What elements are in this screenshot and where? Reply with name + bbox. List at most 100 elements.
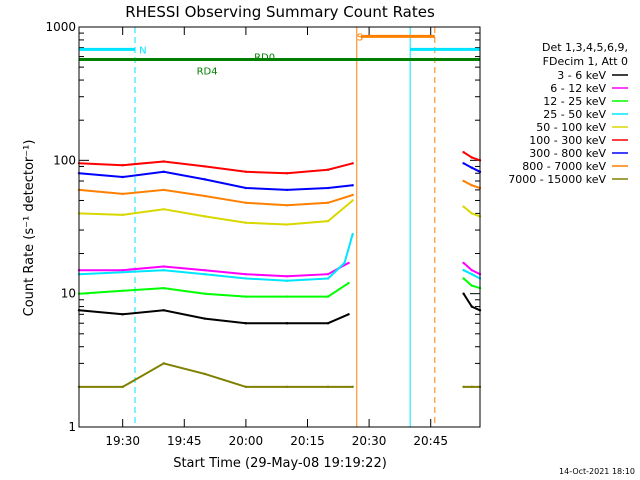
status-bar-label: S xyxy=(357,32,363,43)
data-point xyxy=(285,295,289,298)
x-tick-label: 19:30 xyxy=(105,434,140,448)
data-point xyxy=(326,186,330,190)
x-tick-label: 20:15 xyxy=(290,434,325,448)
y-tick-label: 100 xyxy=(53,153,76,167)
data-point xyxy=(462,261,465,265)
y-axis-label: Count Rate (s⁻¹ detector⁻¹) xyxy=(22,140,37,317)
data-point xyxy=(326,385,330,389)
data-point xyxy=(347,281,350,285)
legend-label: 800 - 7000 keV xyxy=(522,160,606,173)
data-point xyxy=(162,309,165,312)
series-line-3-6-kev-segment-2 xyxy=(462,293,481,312)
data-point xyxy=(326,295,330,298)
status-bar-label: RD4 xyxy=(197,67,218,78)
series-line-6-12-kev xyxy=(79,262,350,278)
data-point xyxy=(351,193,354,197)
series-line-100-300-kev xyxy=(78,160,353,175)
series-line-100-300-kev-segment-2 xyxy=(463,151,481,162)
data-point xyxy=(462,179,465,183)
data-point xyxy=(285,322,289,325)
data-point xyxy=(462,268,465,272)
data-point xyxy=(285,275,289,278)
status-bar-label: N xyxy=(139,45,146,56)
data-point xyxy=(470,156,473,159)
legend-label: 3 - 6 keV xyxy=(557,69,606,82)
data-point xyxy=(121,289,124,293)
data-point xyxy=(121,270,124,274)
data-point xyxy=(285,279,289,282)
data-point xyxy=(121,163,124,167)
data-point xyxy=(203,317,207,320)
data-point xyxy=(121,213,124,217)
data-point xyxy=(244,277,248,280)
series-line-300-800-kev xyxy=(78,170,353,191)
data-point xyxy=(203,292,207,295)
data-point xyxy=(203,372,207,376)
data-point xyxy=(285,204,289,207)
status-bar-label: RD0 xyxy=(254,53,275,64)
data-point xyxy=(326,272,330,276)
data-point xyxy=(462,292,465,295)
data-point xyxy=(162,160,165,163)
data-point xyxy=(162,268,165,272)
data-point xyxy=(244,385,248,389)
data-point xyxy=(351,162,354,165)
legend-label: 25 - 50 keV xyxy=(543,108,606,121)
data-point xyxy=(285,188,289,192)
data-point xyxy=(244,186,248,190)
data-point xyxy=(470,166,473,169)
data-point xyxy=(351,199,354,202)
data-point xyxy=(203,268,207,272)
data-point xyxy=(121,175,124,179)
data-point xyxy=(470,272,473,276)
x-tick-label: 20:30 xyxy=(352,434,387,448)
legend-label: 6 - 12 keV xyxy=(550,82,606,95)
data-point xyxy=(244,170,248,174)
data-point xyxy=(462,205,465,208)
legend-header-2: FDecim 1, Att 0 xyxy=(543,55,628,68)
data-point xyxy=(462,151,465,154)
data-point xyxy=(203,194,207,198)
data-point xyxy=(162,362,165,365)
series-line-50-100-kev-segment-2 xyxy=(462,205,481,218)
data-point xyxy=(162,188,165,192)
data-point xyxy=(326,277,330,280)
data-point xyxy=(203,165,207,168)
data-point xyxy=(470,268,473,272)
series-line-7000-15000-kev xyxy=(79,362,353,388)
data-point xyxy=(162,286,165,290)
series-line-3-6-kev xyxy=(78,309,349,325)
data-point xyxy=(285,172,289,175)
x-tick-label: 19:45 xyxy=(167,434,202,448)
legend-label: 300 - 800 keV xyxy=(529,147,606,160)
footer-timestamp: 14-Oct-2021 18:10 xyxy=(559,467,635,476)
data-point xyxy=(470,284,473,287)
series-line-800-7000-kev xyxy=(78,188,354,207)
y-tick-label: 1000 xyxy=(45,20,76,34)
x-axis-label: Start Time (29-May-08 19:19:22) xyxy=(173,456,387,471)
data-point xyxy=(244,201,248,205)
data-point xyxy=(326,201,330,205)
data-point xyxy=(244,272,248,276)
data-point xyxy=(462,277,465,280)
chart-title: RHESSI Observing Summary Count Rates xyxy=(125,3,435,21)
data-point xyxy=(203,272,207,276)
x-tick-label: 20:00 xyxy=(229,434,264,448)
data-point xyxy=(203,215,207,218)
data-point xyxy=(470,305,473,308)
data-point xyxy=(351,232,354,236)
legend-label: 50 - 100 keV xyxy=(536,121,606,134)
data-point xyxy=(244,322,248,325)
plot-frame xyxy=(78,26,481,428)
data-point xyxy=(244,295,248,298)
data-point xyxy=(470,184,473,187)
data-point xyxy=(121,268,124,272)
data-point xyxy=(470,385,473,389)
data-point xyxy=(351,184,354,187)
series-line-25-50-kev xyxy=(78,233,354,282)
data-point xyxy=(462,385,465,389)
data-point xyxy=(347,261,350,265)
series-line-12-25-kev xyxy=(78,282,350,298)
data-point xyxy=(462,162,465,165)
